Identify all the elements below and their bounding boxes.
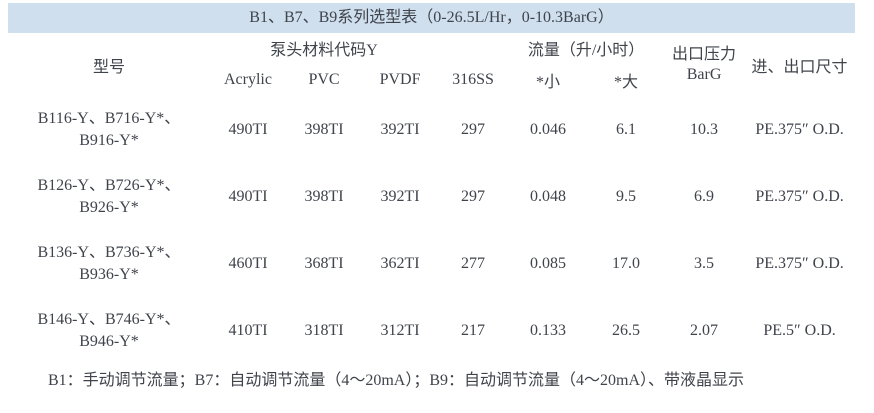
pressure-cell: 3.5 (694, 254, 715, 272)
pvc-code-cell: 368TI (304, 254, 344, 272)
column-group-material-code: 泵头材料代码Y (270, 42, 378, 59)
acrylic-code-cell: 490TI (228, 187, 268, 205)
outlet-pressure-unit: BarG (686, 65, 722, 83)
column-header-pvdf: PVDF (379, 70, 421, 88)
column-group-flow: 流量（升/小时） (527, 42, 645, 59)
column-header-port-size: 进、出口尺寸 (751, 58, 848, 76)
table-body: B116-Y、B716-Y*、 B916-Y* 490TI 398TI 392T… (8, 96, 855, 364)
flow-min-cell: 0.085 (530, 254, 567, 272)
column-header-flow-min: *小 (536, 73, 561, 91)
pressure-cell: 6.9 (694, 187, 715, 205)
316ss-code-cell: 217 (461, 321, 486, 339)
flow-min-cell: 0.133 (530, 321, 567, 339)
column-header-pvc: PVC (308, 70, 340, 88)
model-line-2: B916-Y* (79, 131, 139, 149)
model-line-1: B126-Y、B726-Y*、 (37, 176, 181, 194)
material-316ss-spacer (438, 33, 508, 63)
pvdf-code-cell: 312TI (380, 321, 420, 339)
pressure-cell: 2.07 (690, 321, 719, 339)
flow-max-cell: 26.5 (612, 321, 641, 339)
table-row: B126-Y、B726-Y*、 B926-Y* 490TI 398TI 392T… (8, 163, 855, 230)
model-cell: B116-Y、B716-Y*、 B916-Y* (8, 96, 210, 163)
port-size-cell: PE.375″ O.D. (755, 187, 844, 205)
flow-max-cell: 9.5 (616, 187, 637, 205)
pressure-cell: 10.3 (690, 120, 719, 138)
column-header-model: 型号 (92, 58, 125, 76)
316ss-code-cell: 297 (461, 120, 486, 138)
selection-sheet: B1、B7、B9系列选型表（0-26.5L/Hr，0-10.3BarG） 型号 … (8, 3, 855, 389)
model-line-1: B136-Y、B736-Y*、 (37, 243, 181, 261)
table-title: B1、B7、B9系列选型表（0-26.5L/Hr，0-10.3BarG） (8, 3, 855, 33)
model-line-2: B936-Y* (79, 265, 139, 283)
column-header-316ss: 316SS (452, 70, 494, 88)
316ss-code-cell: 297 (461, 187, 486, 205)
acrylic-code-cell: 410TI (228, 321, 268, 339)
model-line-1: B116-Y、B716-Y*、 (37, 109, 181, 127)
model-line-1: B146-Y、B746-Y*、 (37, 310, 181, 328)
pvdf-code-cell: 362TI (380, 254, 420, 272)
model-line-2: B926-Y* (79, 198, 139, 216)
flow-min-cell: 0.046 (530, 120, 567, 138)
series-footnote: B1：手动调节流量；B7：自动调节流量（4～20mA）；B9：自动调节流量（4～… (48, 372, 745, 389)
table-row: B146-Y、B746-Y*、 B946-Y* 410TI 318TI 312T… (8, 297, 855, 364)
table-row: B116-Y、B716-Y*、 B916-Y* 490TI 398TI 392T… (8, 96, 855, 163)
port-size-cell: PE.375″ O.D. (755, 120, 844, 138)
flow-max-cell: 17.0 (612, 254, 641, 272)
pvdf-code-cell: 392TI (380, 187, 420, 205)
column-header-acrylic: Acrylic (224, 70, 272, 88)
pvdf-code-cell: 392TI (380, 120, 420, 138)
pvc-code-cell: 398TI (304, 120, 344, 138)
column-header-flow-max: *大 (614, 73, 639, 91)
model-cell: B136-Y、B736-Y*、 B936-Y* (8, 230, 210, 297)
pvc-code-cell: 318TI (304, 321, 344, 339)
pvc-code-cell: 398TI (304, 187, 344, 205)
column-header-outlet-pressure: 出口压力 BarG (664, 33, 744, 96)
flow-max-cell: 6.1 (616, 120, 637, 138)
acrylic-code-cell: 460TI (228, 254, 268, 272)
flow-min-cell: 0.048 (530, 187, 567, 205)
port-size-cell: PE.5″ O.D. (763, 321, 836, 339)
model-line-2: B946-Y* (79, 332, 139, 350)
port-size-cell: PE.375″ O.D. (755, 254, 844, 272)
outlet-pressure-label: 出口压力 (672, 45, 737, 63)
acrylic-code-cell: 490TI (228, 120, 268, 138)
model-cell: B146-Y、B746-Y*、 B946-Y* (8, 297, 210, 364)
table-header: 型号 泵头材料代码Y 流量（升/小时） 出口压力 BarG 进、出口尺寸 Acr… (8, 33, 855, 96)
selection-table: 型号 泵头材料代码Y 流量（升/小时） 出口压力 BarG 进、出口尺寸 Acr… (8, 33, 855, 364)
table-row: B136-Y、B736-Y*、 B936-Y* 460TI 368TI 362T… (8, 230, 855, 297)
316ss-code-cell: 277 (461, 254, 486, 272)
model-cell: B126-Y、B726-Y*、 B926-Y* (8, 163, 210, 230)
